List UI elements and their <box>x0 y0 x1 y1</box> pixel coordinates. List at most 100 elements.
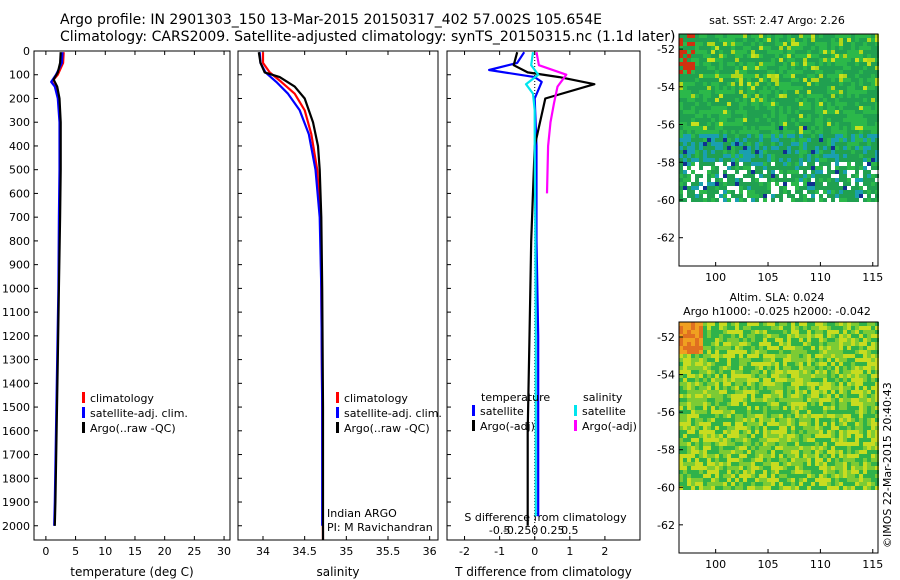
axes-box-difference <box>446 50 641 541</box>
x-tick-label: 0 <box>531 545 538 558</box>
series-line-difference-2 <box>524 52 540 517</box>
panel-difference: -2 -1 0 1 2 T difference from climatology -0.5… <box>446 50 641 579</box>
legend-label: satellite <box>480 405 524 418</box>
panel-salinity: 34 34.5 35 35.5 36 salinity climatology satelli… <box>237 50 442 579</box>
map-title: Altim. SLA: 0.024 <box>729 291 824 304</box>
map-title: sat. SST: 2.47 Argo: 2.26 <box>709 14 845 27</box>
axes-box-salinity <box>237 50 439 541</box>
map-y-tick-label: -52 <box>657 331 675 344</box>
legend-label: Argo(-adj) <box>582 420 637 433</box>
x-tick-label: 0 <box>42 545 49 558</box>
map-frame <box>678 33 879 267</box>
title-line-2: Climatology: CARS2009. Satellite-adjuste… <box>60 29 676 45</box>
map-y-tick-label: -56 <box>657 119 675 132</box>
y-tick-label: 1700 <box>2 449 30 462</box>
legend-swatch <box>472 405 475 416</box>
series-line-difference-1 <box>512 51 596 526</box>
series-line-salinity-2 <box>257 52 325 540</box>
map-y-tick-label: -60 <box>657 481 675 494</box>
x-tick-label: 34 <box>256 545 270 558</box>
x-axis-label: salinity <box>316 565 359 579</box>
y-tick-label: 1300 <box>2 354 30 367</box>
x-tick-label: 35.5 <box>376 545 401 558</box>
x-axis-label: temperature (deg C) <box>70 565 193 579</box>
map-y-tick-label: -58 <box>657 444 675 457</box>
legend-swatch <box>574 405 577 416</box>
legend-title-salinity: salinity <box>583 391 623 404</box>
legend-title-temperature: temperature <box>481 391 550 404</box>
map-x-tick-label: 115 <box>862 558 883 571</box>
map-y-tick-label: -54 <box>657 369 675 382</box>
legend-swatch <box>82 407 85 418</box>
map-y-tick-label: -52 <box>657 43 675 56</box>
y-tick-label: 500 <box>9 164 30 177</box>
map-y-tick-label: -62 <box>657 232 675 245</box>
map-x-tick-label: 105 <box>758 271 779 284</box>
x-tick-label-top: -0.25 <box>503 524 531 537</box>
x-tick-label: -1 <box>494 545 505 558</box>
y-tick-label: 600 <box>9 187 30 200</box>
title-line-1: Argo profile: IN 2901303_150 13-Mar-2015… <box>60 12 602 28</box>
map-x-tick-label: 110 <box>810 271 831 284</box>
x-tick-label: 35 <box>339 545 353 558</box>
map-subtitle: Argo h1000: -0.025 h2000: -0.042 <box>683 305 871 318</box>
legend-swatch <box>336 407 339 418</box>
x-tick-label: -2 <box>459 545 470 558</box>
y-tick-label: 1100 <box>2 306 30 319</box>
legend-label: climatology <box>90 392 154 405</box>
x-tick-label-top: 0 <box>531 524 538 537</box>
map-x-tick-label: 100 <box>705 271 726 284</box>
legend-swatch <box>472 420 475 431</box>
x-tick-label: 15 <box>128 545 142 558</box>
legend-swatch <box>82 422 85 433</box>
map-x-tick-label: 115 <box>862 271 883 284</box>
map-x-tick-label: 100 <box>705 558 726 571</box>
x-tick-label-top: 0.5 <box>561 524 579 537</box>
x-tick-label: 20 <box>158 545 172 558</box>
legend-label: Argo(..raw -QC) <box>90 422 176 435</box>
map-sst: 100 105 110 115 -52 -54 -56 -58 -60 -62 sat. SST: … <box>657 14 883 284</box>
y-tick-label: 800 <box>9 235 30 248</box>
x-tick-label: 34.5 <box>292 545 317 558</box>
legend-swatch <box>574 420 577 431</box>
legend-label: satellite-adj. clim. <box>344 407 442 420</box>
series-line-difference-3 <box>535 52 568 194</box>
legend-swatch <box>82 392 85 403</box>
x-tick-label-top: 0.25 <box>540 524 565 537</box>
map-y-tick-label: -60 <box>657 194 675 207</box>
x-axis-label-top: S difference from climatology <box>464 511 627 524</box>
y-tick-label: 1800 <box>2 472 30 485</box>
y-tick-label: 100 <box>9 69 30 82</box>
y-tick-label: 1400 <box>2 377 30 390</box>
map-x-tick-label: 105 <box>758 558 779 571</box>
y-tick-label: 1200 <box>2 330 30 343</box>
annotation-text: PI: M Ravichandran <box>327 521 433 534</box>
y-tick-label: 2000 <box>2 520 30 533</box>
x-tick-label: 10 <box>98 545 112 558</box>
y-tick-label: 1500 <box>2 401 30 414</box>
legend-label: climatology <box>344 392 408 405</box>
y-tick-label: 400 <box>9 140 30 153</box>
panel-temperature: 0 5 10 15 20 25 30 temperature (deg C) 0 100 200 30… <box>2 45 231 579</box>
y-tick-label: 1000 <box>2 282 30 295</box>
y-tick-label: 300 <box>9 116 30 129</box>
map-frame <box>678 321 879 554</box>
legend-swatch <box>336 392 339 403</box>
x-tick-label: 30 <box>217 545 231 558</box>
x-tick-label: 2 <box>601 545 608 558</box>
map-sla: 100 105 110 115 -52 -54 -56 -58 -60 -62 Altim. SLA… <box>657 291 883 571</box>
legend-label: satellite-adj. clim. <box>90 407 188 420</box>
x-axis-label: T difference from climatology <box>454 565 632 579</box>
y-tick-label: 900 <box>9 259 30 272</box>
series-line-difference-0 <box>488 51 543 517</box>
y-tick-label: 700 <box>9 211 30 224</box>
x-tick-label: 25 <box>187 545 201 558</box>
x-tick-label: 1 <box>566 545 573 558</box>
map-y-tick-label: -56 <box>657 406 675 419</box>
x-tick-label: 36 <box>423 545 437 558</box>
map-y-tick-label: -54 <box>657 81 675 94</box>
legend-label: Argo(..raw -QC) <box>344 422 430 435</box>
x-tick-label-top: -0.5 <box>489 524 510 537</box>
